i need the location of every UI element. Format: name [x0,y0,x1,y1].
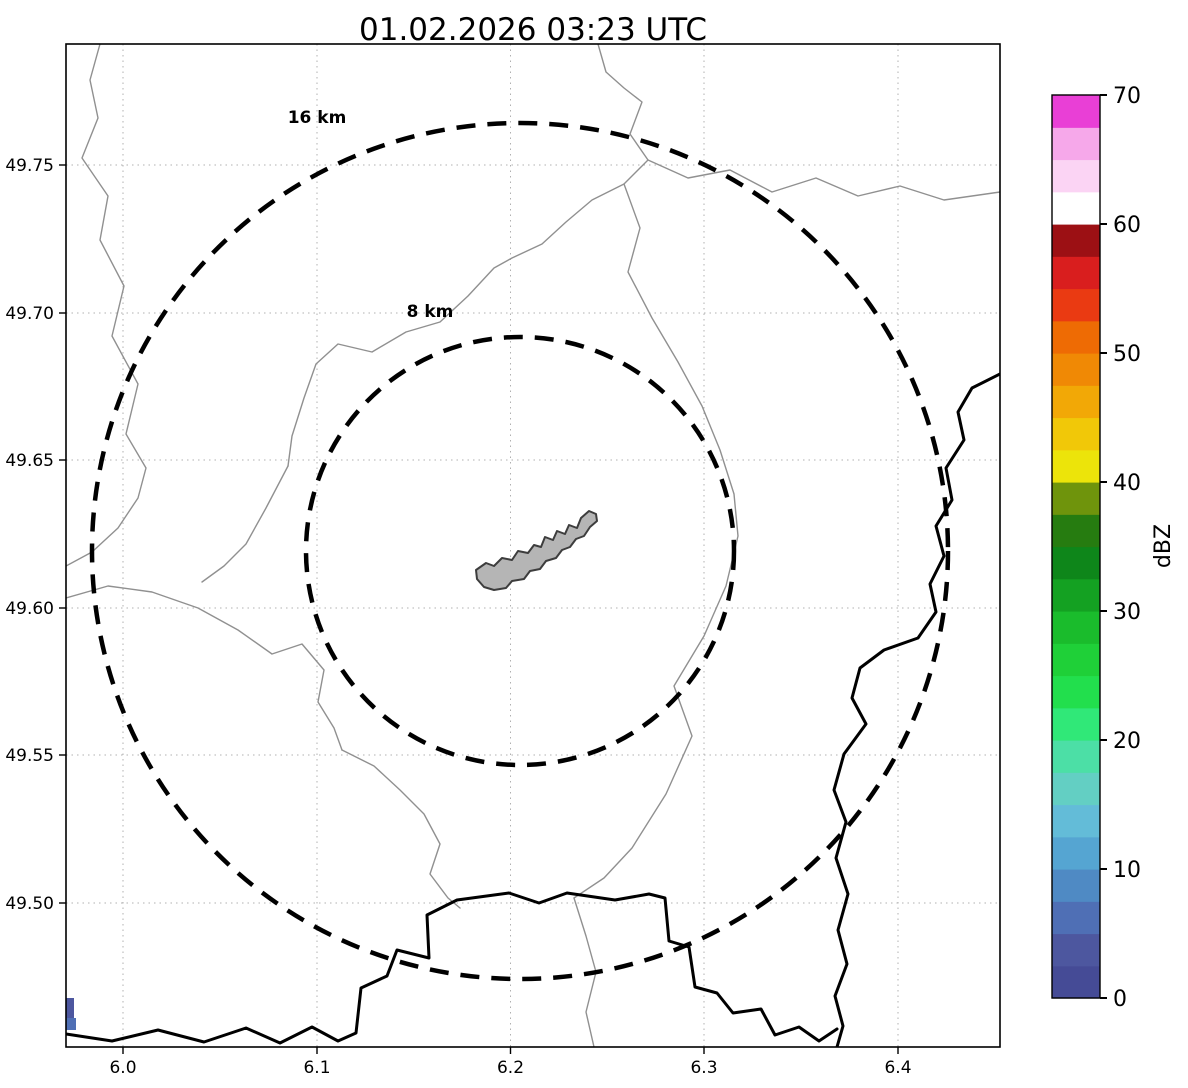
colorbar-band [1052,836,1100,870]
colorbar-band [1052,95,1100,128]
colorbar-band [1052,740,1100,773]
plot-frame [65,43,1001,1048]
y-tick-label: 49.65 [5,451,54,471]
x-tick-label: 6.2 [497,1058,524,1078]
colorbar-band [1052,901,1100,935]
y-tick-label: 49.75 [5,156,54,176]
country-border-line [66,891,839,1045]
colorbar-band [1052,965,1100,999]
colorbar-band [1052,224,1100,257]
country-border-line [832,372,1000,1047]
colorbar-tick-label: 10 [1113,858,1141,883]
admin-boundary-line [66,44,147,567]
colorbar-band [1052,320,1100,354]
colorbar-tick-label: 20 [1113,729,1141,754]
admin-boundary-line [287,44,649,467]
colorbar-band [1052,482,1100,515]
x-tick-label: 6.4 [884,1058,911,1078]
radar-echo-pixel [66,998,74,1018]
admin-boundary-line [201,465,289,583]
colorbar-band [1052,417,1100,451]
map-layers [66,44,1000,1047]
admin-boundary-line [66,585,343,751]
colorbar-band [1052,385,1100,419]
colorbar-unit-label: dBZ [1151,524,1176,568]
y-tick-label: 49.60 [5,599,54,619]
colorbar-band [1052,611,1100,644]
colorbar-band [1052,256,1100,290]
colorbar-band [1052,514,1100,548]
colorbar-band [1052,772,1100,806]
x-tick-label: 6.3 [690,1058,717,1078]
colorbar-band [1052,578,1100,612]
range-ring [303,334,737,768]
x-tick-label: 6.1 [303,1058,330,1078]
admin-boundary-line [573,183,739,899]
colorbar-band [1052,804,1100,838]
colorbar-tick-label: 60 [1113,213,1141,238]
colorbar-band [1052,159,1100,193]
admin-boundary-line [341,749,461,909]
colorbar-band [1052,353,1100,386]
colorbar-band [1052,288,1100,322]
y-tick-label: 49.55 [5,746,54,766]
colorbar-frame [1051,94,1101,999]
colorbar: 0 10 20 30 40 50 60 70 [1051,84,1141,1012]
colorbar-tick-label: 40 [1113,471,1141,496]
colorbar-band [1052,643,1100,677]
colorbar-band [1052,707,1100,741]
colorbar-band [1052,191,1100,225]
y-tick-label: 49.50 [5,894,54,914]
map-plot-area: 16 km 8 km 6.0 6.1 6.2 6.3 6.4 49.75 49.70 49.65 4… [5,43,1001,1078]
colorbar-tick-label: 70 [1113,84,1141,109]
colorbar-band [1052,449,1100,483]
colorbar-band [1052,869,1100,902]
admin-boundary-line [647,159,1000,201]
city-area-polygon [475,510,598,591]
colorbar-tick-label: 0 [1113,987,1127,1012]
y-tick-label: 49.70 [5,304,54,324]
range-ring [89,120,951,982]
colorbar-tick-label: 50 [1113,342,1141,367]
radar-echo-pixel [66,1018,76,1030]
figure-title: 01.02.2026 03:23 UTC [359,12,707,48]
colorbar-tick-label: 30 [1113,600,1141,625]
range-ring-label: 8 km [407,302,454,322]
range-ring-label: 16 km [288,108,347,128]
colorbar-band [1052,933,1100,967]
colorbar-band [1052,546,1100,580]
colorbar-band [1052,127,1100,161]
colorbar-band [1052,675,1100,709]
x-tick-label: 6.0 [109,1058,136,1078]
